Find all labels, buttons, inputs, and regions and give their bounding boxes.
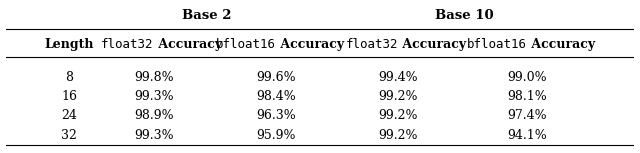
Text: 99.8%: 99.8% [134,71,173,84]
Text: 99.6%: 99.6% [256,71,296,84]
Text: bfloat16: bfloat16 [216,37,276,50]
Text: 95.9%: 95.9% [257,129,296,142]
Text: Accuracy: Accuracy [398,37,467,50]
Text: 99.2%: 99.2% [379,129,418,142]
Text: 99.3%: 99.3% [134,129,173,142]
Text: 98.9%: 98.9% [134,110,173,123]
Text: Accuracy: Accuracy [276,37,344,50]
Text: 94.1%: 94.1% [507,129,547,142]
Text: 99.2%: 99.2% [379,90,418,103]
Text: bfloat16: bfloat16 [467,37,527,50]
Text: 16: 16 [61,90,77,103]
Text: Accuracy: Accuracy [154,37,222,50]
Text: 99.3%: 99.3% [134,90,173,103]
Text: Base 10: Base 10 [435,9,493,22]
Text: Length: Length [44,37,93,50]
Text: 99.2%: 99.2% [379,110,418,123]
Text: 24: 24 [61,110,77,123]
Text: 99.0%: 99.0% [507,71,547,84]
Text: 8: 8 [65,71,73,84]
Text: Base 2: Base 2 [182,9,232,22]
Text: 99.4%: 99.4% [379,71,418,84]
Text: 97.4%: 97.4% [507,110,547,123]
Text: 32: 32 [61,129,77,142]
Text: Accuracy: Accuracy [527,37,595,50]
Text: 98.1%: 98.1% [507,90,547,103]
Text: 98.4%: 98.4% [256,90,296,103]
Text: float32: float32 [101,37,154,50]
Text: float32: float32 [346,37,398,50]
Text: 96.3%: 96.3% [256,110,296,123]
